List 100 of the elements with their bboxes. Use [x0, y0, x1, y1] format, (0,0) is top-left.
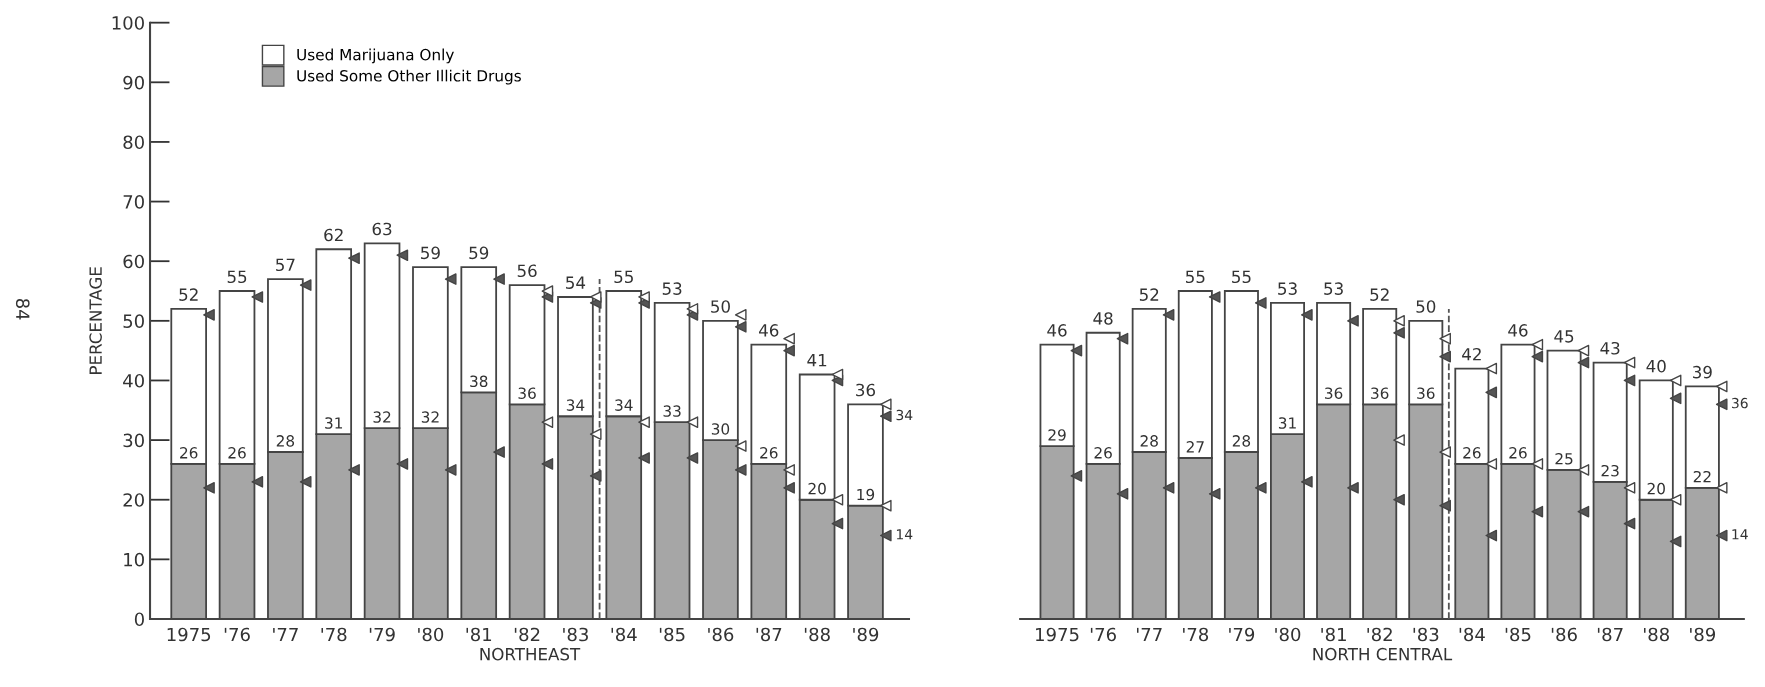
y-tick-label: 100: [112, 16, 144, 30]
data-label: 33: [663, 405, 681, 417]
x-tick-label: '80: [418, 627, 444, 642]
data-label: 31: [1278, 417, 1296, 429]
x-tick-label: '81: [466, 627, 492, 642]
total-label: 59: [421, 246, 440, 260]
total-label: 45: [1554, 330, 1574, 343]
x-tick-label: '86: [1551, 627, 1577, 642]
point: [638, 291, 650, 303]
point: [1577, 344, 1590, 357]
y-axis-title: PERCENTAGE: [89, 267, 102, 374]
x-tick-label: 1975: [167, 627, 211, 642]
y-tick-label: 70: [123, 195, 144, 209]
point: [879, 410, 892, 423]
total-label: 57: [276, 258, 295, 272]
x-axis-title: NORTH CENTRAL: [1313, 647, 1453, 661]
point: [1531, 350, 1544, 363]
data-label: 27: [1186, 441, 1204, 453]
data-label: 34: [615, 399, 633, 411]
x-tick-label: '83: [563, 627, 588, 642]
point: [1715, 380, 1728, 393]
x-axis-title: NORTHEAST: [480, 647, 581, 661]
point: [1669, 535, 1682, 548]
point: [1162, 309, 1175, 321]
data-label: 14: [1732, 529, 1748, 540]
total-label: 50: [1416, 300, 1436, 313]
x-tick-label: '87: [1597, 627, 1623, 642]
point: [734, 440, 747, 452]
data-label: 23: [1601, 464, 1619, 477]
x-tick-label: '88: [1644, 627, 1669, 642]
point: [1577, 464, 1590, 476]
point: [541, 416, 554, 429]
point: [444, 273, 457, 285]
point: [251, 475, 264, 488]
data-label: 28: [1140, 435, 1158, 447]
data-label: 25: [1555, 453, 1573, 465]
x-tick-label: 1975: [1036, 627, 1079, 642]
point: [1301, 309, 1313, 321]
point: [1301, 475, 1313, 488]
point: [1393, 434, 1405, 446]
data-label: 36: [1325, 387, 1343, 399]
point: [1254, 297, 1267, 309]
x-tick-label: '82: [514, 627, 540, 642]
point: [1485, 458, 1498, 470]
total-label: 48: [1093, 312, 1113, 325]
data-label: 29: [1048, 429, 1066, 441]
point: [831, 517, 844, 530]
x-tick-label: '89: [853, 627, 879, 642]
point: [493, 446, 505, 458]
x-tick-label: '85: [1505, 627, 1531, 642]
data-label: 36: [1731, 397, 1748, 409]
point: [783, 344, 795, 357]
point: [299, 475, 312, 488]
data-label: 20: [808, 482, 826, 495]
total-label: 50: [711, 300, 730, 313]
point: [1439, 446, 1451, 458]
x-tick-label: '84: [1459, 627, 1485, 642]
total-label: 46: [1047, 324, 1067, 337]
point: [1577, 356, 1590, 369]
point: [203, 481, 215, 494]
point: [1485, 362, 1498, 375]
point: [831, 368, 844, 381]
total-label: 39: [1693, 365, 1712, 379]
point: [686, 452, 699, 464]
x-tick-label: '76: [1090, 627, 1116, 642]
data-label: 22: [1693, 470, 1711, 483]
x-tick-label: '83: [1413, 627, 1439, 642]
point: [1715, 398, 1728, 411]
data-label: 36: [518, 387, 536, 399]
total-label: 62: [324, 228, 343, 242]
point: [1531, 505, 1544, 518]
total-label: 40: [1646, 359, 1666, 373]
data-label: 26: [228, 447, 246, 459]
point: [444, 464, 457, 476]
x-tick-label: '85: [659, 627, 685, 642]
total-label: 53: [1278, 282, 1297, 295]
x-tick-label: '81: [1321, 627, 1346, 642]
point: [734, 309, 747, 321]
point: [783, 481, 795, 494]
point: [348, 464, 360, 476]
point: [348, 252, 360, 265]
x-tick-label: '84: [611, 627, 637, 642]
point: [1531, 458, 1544, 470]
x-tick-label: '89: [1690, 627, 1716, 642]
point: [638, 416, 650, 429]
total-label: 54: [566, 276, 586, 289]
point: [1393, 326, 1405, 339]
point: [1208, 487, 1221, 500]
data-label: 34: [566, 399, 585, 411]
data-label: 26: [1094, 447, 1112, 459]
y-tick-label: 80: [123, 135, 144, 150]
point: [1623, 374, 1636, 387]
point: [1393, 493, 1405, 506]
y-tick-label: 90: [123, 75, 144, 90]
point: [1347, 314, 1359, 327]
total-label: 42: [1462, 347, 1481, 361]
point: [1623, 481, 1636, 494]
point: [541, 458, 554, 470]
total-label: 46: [1508, 324, 1528, 337]
point: [396, 458, 409, 470]
